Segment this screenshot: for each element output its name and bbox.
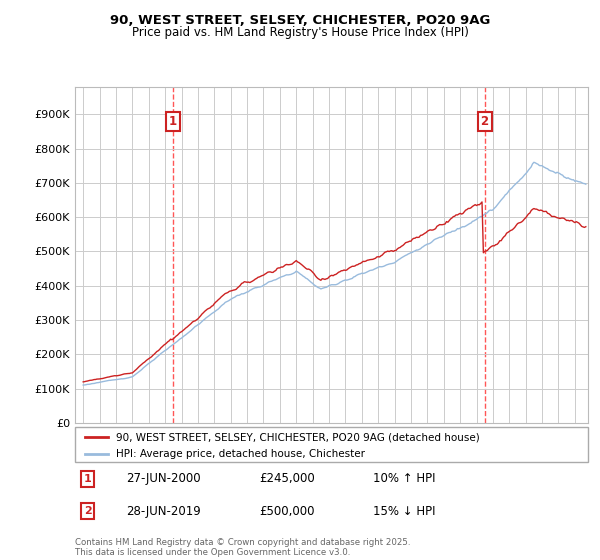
Text: 1: 1 <box>169 115 177 128</box>
Text: 2: 2 <box>84 506 92 516</box>
Text: Price paid vs. HM Land Registry's House Price Index (HPI): Price paid vs. HM Land Registry's House … <box>131 26 469 39</box>
Text: 10% ↑ HPI: 10% ↑ HPI <box>373 473 435 486</box>
Text: 1: 1 <box>84 474 92 484</box>
Text: Contains HM Land Registry data © Crown copyright and database right 2025.
This d: Contains HM Land Registry data © Crown c… <box>75 538 410 557</box>
Text: 90, WEST STREET, SELSEY, CHICHESTER, PO20 9AG (detached house): 90, WEST STREET, SELSEY, CHICHESTER, PO2… <box>116 432 480 442</box>
FancyBboxPatch shape <box>75 427 588 462</box>
Text: 28-JUN-2019: 28-JUN-2019 <box>127 505 201 517</box>
Text: 15% ↓ HPI: 15% ↓ HPI <box>373 505 435 517</box>
Text: 2: 2 <box>481 115 488 128</box>
Text: £245,000: £245,000 <box>260 473 316 486</box>
Text: 90, WEST STREET, SELSEY, CHICHESTER, PO20 9AG: 90, WEST STREET, SELSEY, CHICHESTER, PO2… <box>110 14 490 27</box>
Text: 27-JUN-2000: 27-JUN-2000 <box>127 473 201 486</box>
Text: £500,000: £500,000 <box>260 505 315 517</box>
Text: HPI: Average price, detached house, Chichester: HPI: Average price, detached house, Chic… <box>116 449 365 459</box>
